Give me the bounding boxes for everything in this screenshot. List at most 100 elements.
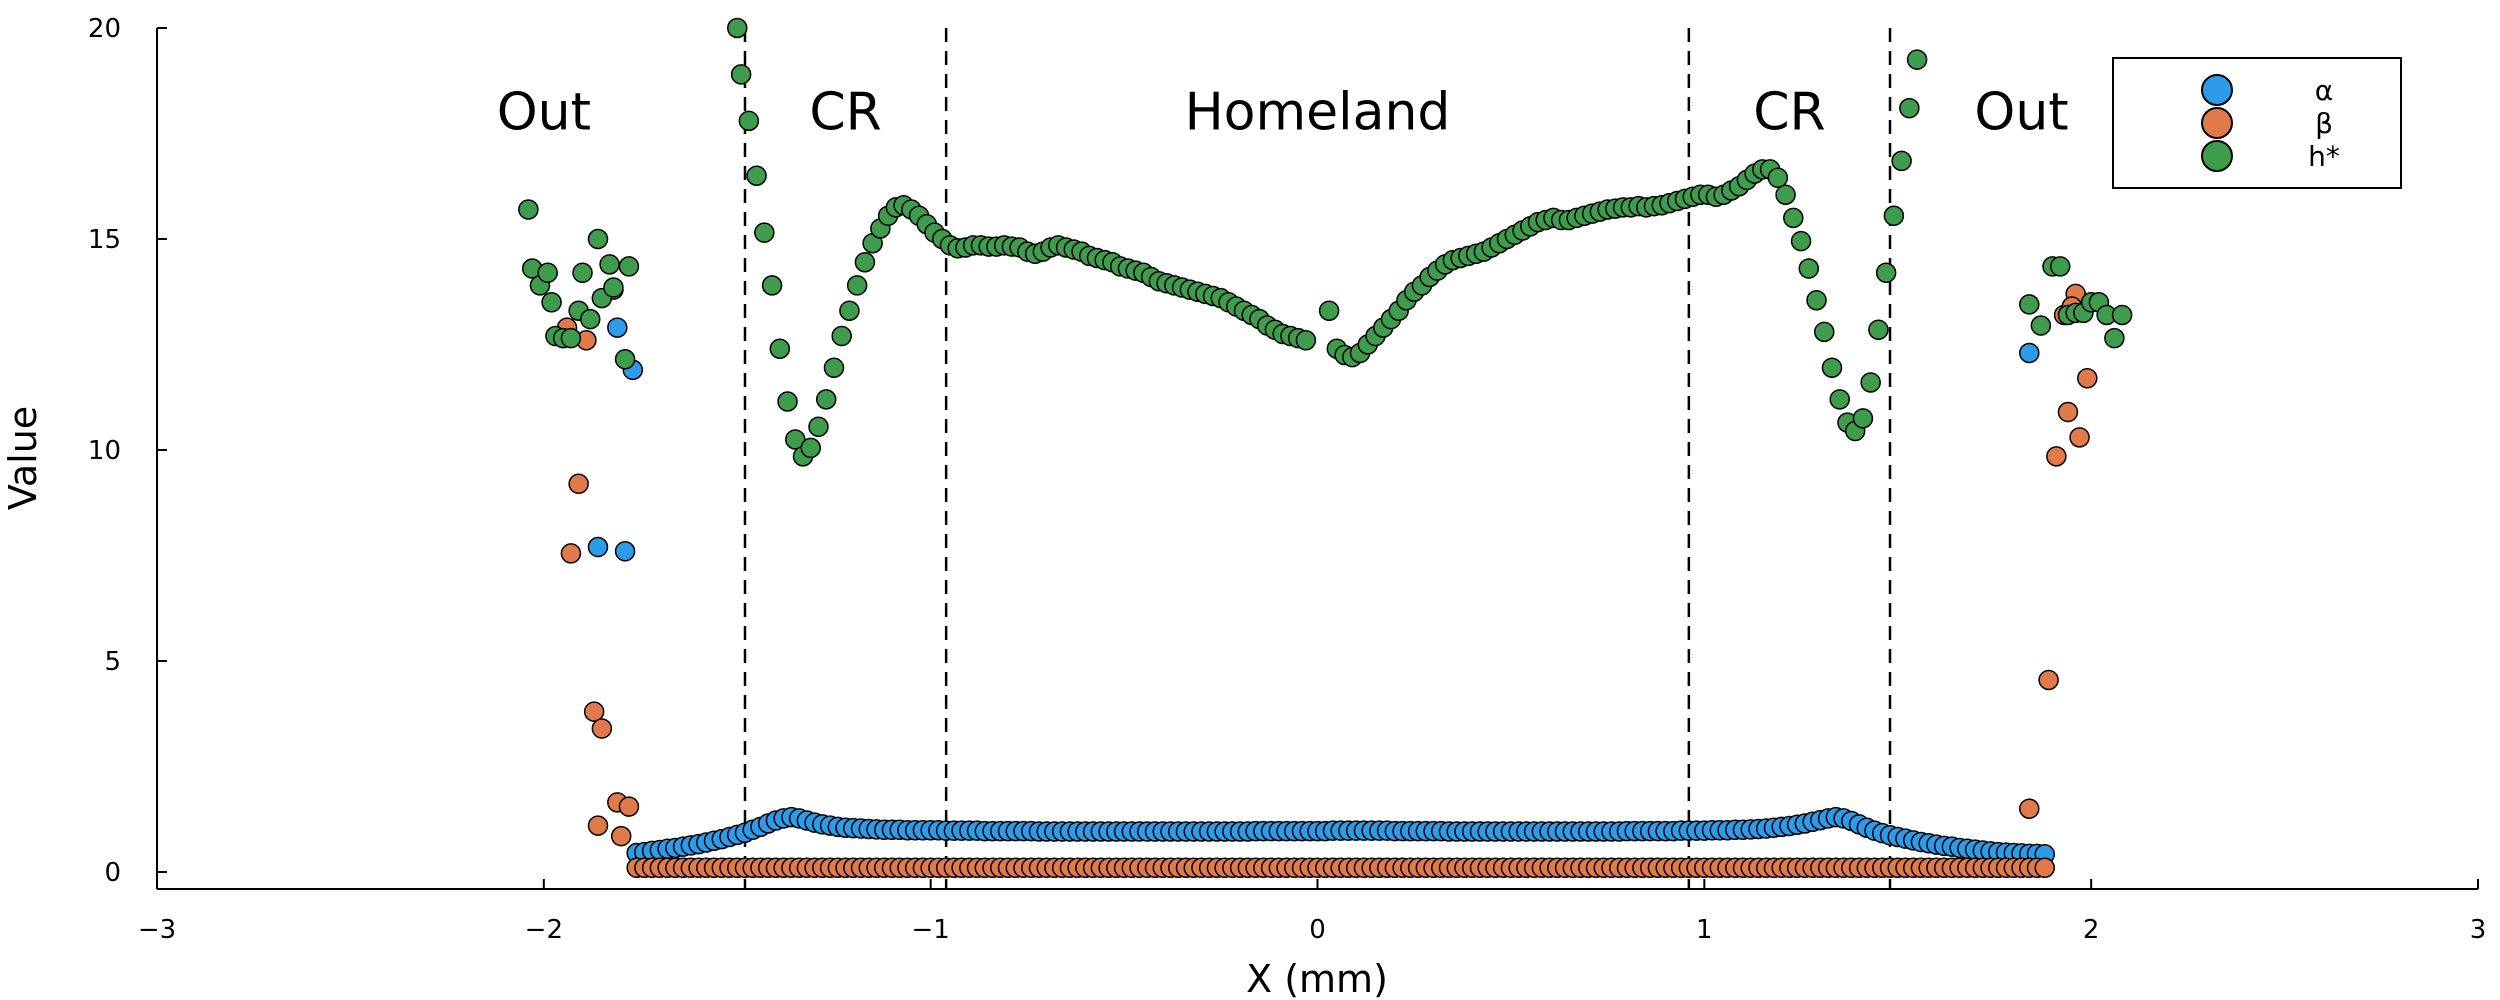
data-point-h-star xyxy=(2111,304,2133,326)
data-point-h-star xyxy=(1891,150,1912,172)
data-point-beta xyxy=(610,825,632,847)
data-point-h-star xyxy=(560,327,582,349)
y-tick-label: 20 xyxy=(88,14,121,44)
data-point-h-star xyxy=(2049,256,2071,277)
data-point-h-star xyxy=(1806,289,1827,311)
x-ticks: −3 −2 −1 0 1 2 3 xyxy=(138,879,2486,945)
legend-marker-h-star xyxy=(2201,140,2233,172)
data-point-h-star xyxy=(1906,49,1928,70)
x-tick-label: −1 xyxy=(912,915,950,945)
x-tick-label: −3 xyxy=(138,915,176,945)
data-point-alpha xyxy=(587,536,609,558)
data-point-beta xyxy=(2034,857,2055,879)
data-point-h-star xyxy=(746,165,767,186)
y-tick-label: 0 xyxy=(104,858,121,888)
data-point-h-star xyxy=(1829,389,1850,410)
legend-box xyxy=(2112,57,2402,189)
data-point-beta xyxy=(618,796,640,817)
data-point-beta xyxy=(2038,669,2059,691)
data-point-h-star xyxy=(1860,372,1881,393)
data-point-h-star xyxy=(738,110,760,132)
data-point-h-star xyxy=(580,308,601,330)
data-point-h-star xyxy=(2019,294,2040,315)
data-point-h-star xyxy=(854,251,876,273)
y-axis-title: Value xyxy=(1,406,45,510)
data-point-h-star xyxy=(769,338,791,359)
data-point-h-star xyxy=(599,254,620,275)
x-tick-label: 2 xyxy=(2083,915,2100,945)
legend: α β h* xyxy=(2112,57,2402,189)
data-point-beta xyxy=(2057,401,2079,423)
data-point-h-star xyxy=(785,429,806,450)
x-tick-label: 3 xyxy=(2470,915,2487,945)
data-point-alpha xyxy=(2019,342,2040,364)
data-point-beta xyxy=(587,815,609,836)
data-point-h-star xyxy=(614,349,636,370)
region-label: Homeland xyxy=(1185,82,1451,142)
data-point-h-star xyxy=(815,389,837,410)
data-point-h-star xyxy=(537,262,558,284)
data-point-h-star xyxy=(541,292,562,313)
data-point-h-star xyxy=(730,64,752,85)
data-point-beta xyxy=(2046,446,2067,467)
data-points xyxy=(518,17,2133,879)
data-point-h-star xyxy=(572,262,593,284)
region-label: Out xyxy=(1974,82,2068,142)
legend-label-h-star: h* xyxy=(2308,140,2340,173)
data-point-beta xyxy=(2069,427,2090,448)
data-point-h-star xyxy=(1775,184,1796,205)
legend-label-alpha: α xyxy=(2315,74,2333,107)
data-point-h-star xyxy=(1883,205,1905,227)
data-point-h-star xyxy=(727,17,748,39)
data-point-h-star xyxy=(1767,167,1789,189)
x-tick-label: 1 xyxy=(1696,915,1713,945)
legend-label-beta: β xyxy=(2315,107,2333,140)
data-point-h-star xyxy=(823,357,845,378)
data-point-h-star xyxy=(1868,319,1889,340)
data-point-beta xyxy=(2019,798,2040,819)
data-point-beta xyxy=(591,718,613,739)
data-point-h-star xyxy=(1790,230,1812,252)
data-point-h-star xyxy=(1798,258,1820,279)
data-point-h-star xyxy=(518,199,539,220)
data-point-beta xyxy=(568,473,589,495)
data-point-alpha xyxy=(607,317,628,338)
region-label: CR xyxy=(1753,82,1825,142)
x-tick-label: −2 xyxy=(525,915,563,945)
data-point-alpha xyxy=(614,541,636,562)
y-tick-label: 15 xyxy=(88,225,121,255)
data-point-h-star xyxy=(1783,207,1804,229)
region-labels: Out CR Homeland CR Out xyxy=(497,82,2069,142)
y-ticks: 0 5 10 15 20 xyxy=(88,14,167,888)
data-point-beta xyxy=(2077,368,2098,389)
data-point-h-star xyxy=(754,222,775,243)
data-point-h-star xyxy=(1318,300,1340,321)
data-point-h-star xyxy=(777,391,798,412)
legend-marker-alpha xyxy=(2201,74,2233,106)
y-tick-label: 5 xyxy=(104,647,121,677)
data-point-h-star xyxy=(603,277,624,298)
data-point-h-star xyxy=(808,416,829,438)
data-point-h-star xyxy=(1875,262,1897,284)
data-point-h-star xyxy=(1295,330,1317,351)
legend-marker-beta xyxy=(2201,107,2233,139)
data-point-beta xyxy=(560,543,582,564)
y-tick-label: 10 xyxy=(88,436,121,466)
region-label: Out xyxy=(497,82,591,142)
data-point-h-star xyxy=(587,228,609,250)
data-point-h-star xyxy=(839,300,860,321)
data-point-h-star xyxy=(1814,321,1835,343)
region-label: CR xyxy=(809,82,881,142)
data-point-h-star xyxy=(800,437,821,459)
data-point-h-star xyxy=(761,275,783,296)
x-axis-title: X (mm) xyxy=(1246,957,1388,1000)
data-point-h-star xyxy=(1899,97,1920,119)
data-point-h-star xyxy=(2030,315,2052,336)
region-boundary-lines xyxy=(743,28,1892,889)
data-point-beta xyxy=(583,701,605,722)
data-point-h-star xyxy=(846,275,868,296)
data-point-h-star xyxy=(1821,357,1843,378)
data-point-h-star xyxy=(1852,408,1874,429)
x-tick-label: 0 xyxy=(1309,915,1326,945)
